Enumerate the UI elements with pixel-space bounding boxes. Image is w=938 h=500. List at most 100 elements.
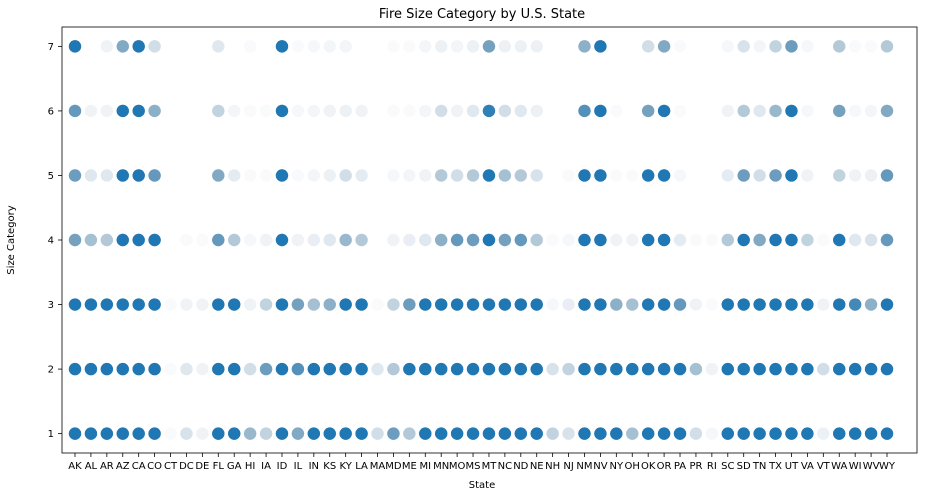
data-point	[689, 427, 703, 440]
data-point	[848, 169, 862, 182]
data-point	[769, 362, 782, 376]
data-point	[244, 40, 256, 52]
data-point	[132, 104, 145, 118]
data-point	[769, 427, 782, 440]
data-point	[132, 298, 145, 311]
data-point-shadow	[848, 233, 862, 247]
data-point	[84, 233, 98, 247]
data-point	[785, 362, 798, 376]
data-point-shadow	[339, 169, 352, 182]
data-point	[785, 233, 798, 247]
data-point	[371, 298, 383, 310]
data-point	[466, 362, 480, 376]
data-point	[848, 298, 862, 311]
data-point-shadow	[403, 427, 416, 440]
data-point	[833, 40, 846, 53]
data-point	[641, 104, 655, 118]
data-point	[610, 169, 622, 181]
data-point	[100, 169, 114, 182]
data-point	[371, 362, 384, 376]
data-point-shadow	[84, 233, 98, 247]
data-point	[466, 104, 480, 118]
data-point	[833, 427, 846, 440]
data-point-shadow	[180, 427, 193, 440]
x-tick-label: MS	[466, 461, 481, 472]
data-point	[562, 362, 575, 376]
data-point	[785, 298, 798, 311]
data-point	[291, 362, 305, 376]
data-point-shadow	[355, 104, 368, 118]
data-point	[275, 169, 289, 182]
data-point	[116, 104, 129, 118]
data-point-shadow	[753, 104, 766, 118]
data-point	[864, 298, 878, 311]
data-point	[339, 427, 352, 440]
data-point-shadow	[562, 362, 575, 376]
data-point	[212, 298, 225, 311]
data-point	[164, 427, 176, 439]
data-point-shadow	[339, 104, 352, 118]
x-tick-label: NJ	[563, 461, 573, 472]
data-point	[259, 362, 273, 376]
data-point	[753, 427, 766, 440]
data-point-shadow	[450, 169, 464, 182]
data-point	[132, 40, 145, 53]
x-tick-label: NC	[498, 461, 512, 472]
data-point	[482, 298, 496, 311]
data-point	[626, 298, 639, 311]
data-point	[387, 427, 400, 440]
data-point	[307, 169, 321, 182]
data-point	[562, 169, 574, 181]
data-point	[769, 298, 782, 311]
data-point	[610, 298, 623, 311]
data-point-shadow	[514, 40, 528, 53]
data-point	[674, 40, 686, 52]
data-point-shadow	[737, 40, 750, 53]
data-point	[180, 234, 192, 246]
x-tick-label: WV	[863, 461, 880, 472]
data-point	[355, 298, 368, 311]
data-point	[657, 298, 671, 311]
data-point	[355, 233, 368, 247]
data-point	[212, 427, 225, 440]
data-point-shadow	[705, 362, 719, 376]
data-point	[769, 40, 782, 53]
data-point	[100, 40, 114, 53]
data-point-shadow	[291, 233, 305, 247]
data-point	[578, 104, 591, 118]
data-point	[833, 362, 846, 376]
x-tick-label: CO	[147, 461, 162, 472]
data-point	[243, 427, 257, 440]
x-tick-label: PA	[674, 461, 686, 472]
data-point	[530, 40, 543, 53]
data-point	[706, 427, 718, 439]
data-point	[498, 298, 512, 311]
x-tick-label: ME	[402, 461, 417, 472]
x-tick-label: ID	[277, 461, 288, 472]
x-tick-label: KY	[340, 461, 353, 472]
data-point-shadow	[196, 362, 209, 376]
x-tick-label: OK	[641, 461, 656, 472]
data-point	[434, 104, 448, 118]
data-point-shadow	[434, 104, 448, 118]
data-point	[419, 298, 432, 311]
data-point	[690, 234, 702, 246]
data-point-shadow	[801, 233, 814, 247]
data-point	[339, 362, 352, 376]
data-point-shadow	[498, 169, 512, 182]
data-point	[260, 105, 272, 117]
data-point	[689, 298, 703, 311]
data-point	[753, 362, 766, 376]
y-tick-label: 1	[48, 429, 54, 440]
data-point	[657, 40, 671, 53]
data-point	[259, 298, 273, 311]
data-point-shadow	[387, 298, 400, 311]
y-tick-label: 5	[48, 171, 54, 182]
data-point	[228, 427, 241, 440]
x-tick-label: CA	[132, 461, 146, 472]
data-point	[514, 169, 528, 182]
data-point	[578, 169, 591, 182]
data-point-shadow	[578, 40, 591, 53]
data-point	[148, 427, 161, 440]
data-point	[594, 362, 607, 376]
